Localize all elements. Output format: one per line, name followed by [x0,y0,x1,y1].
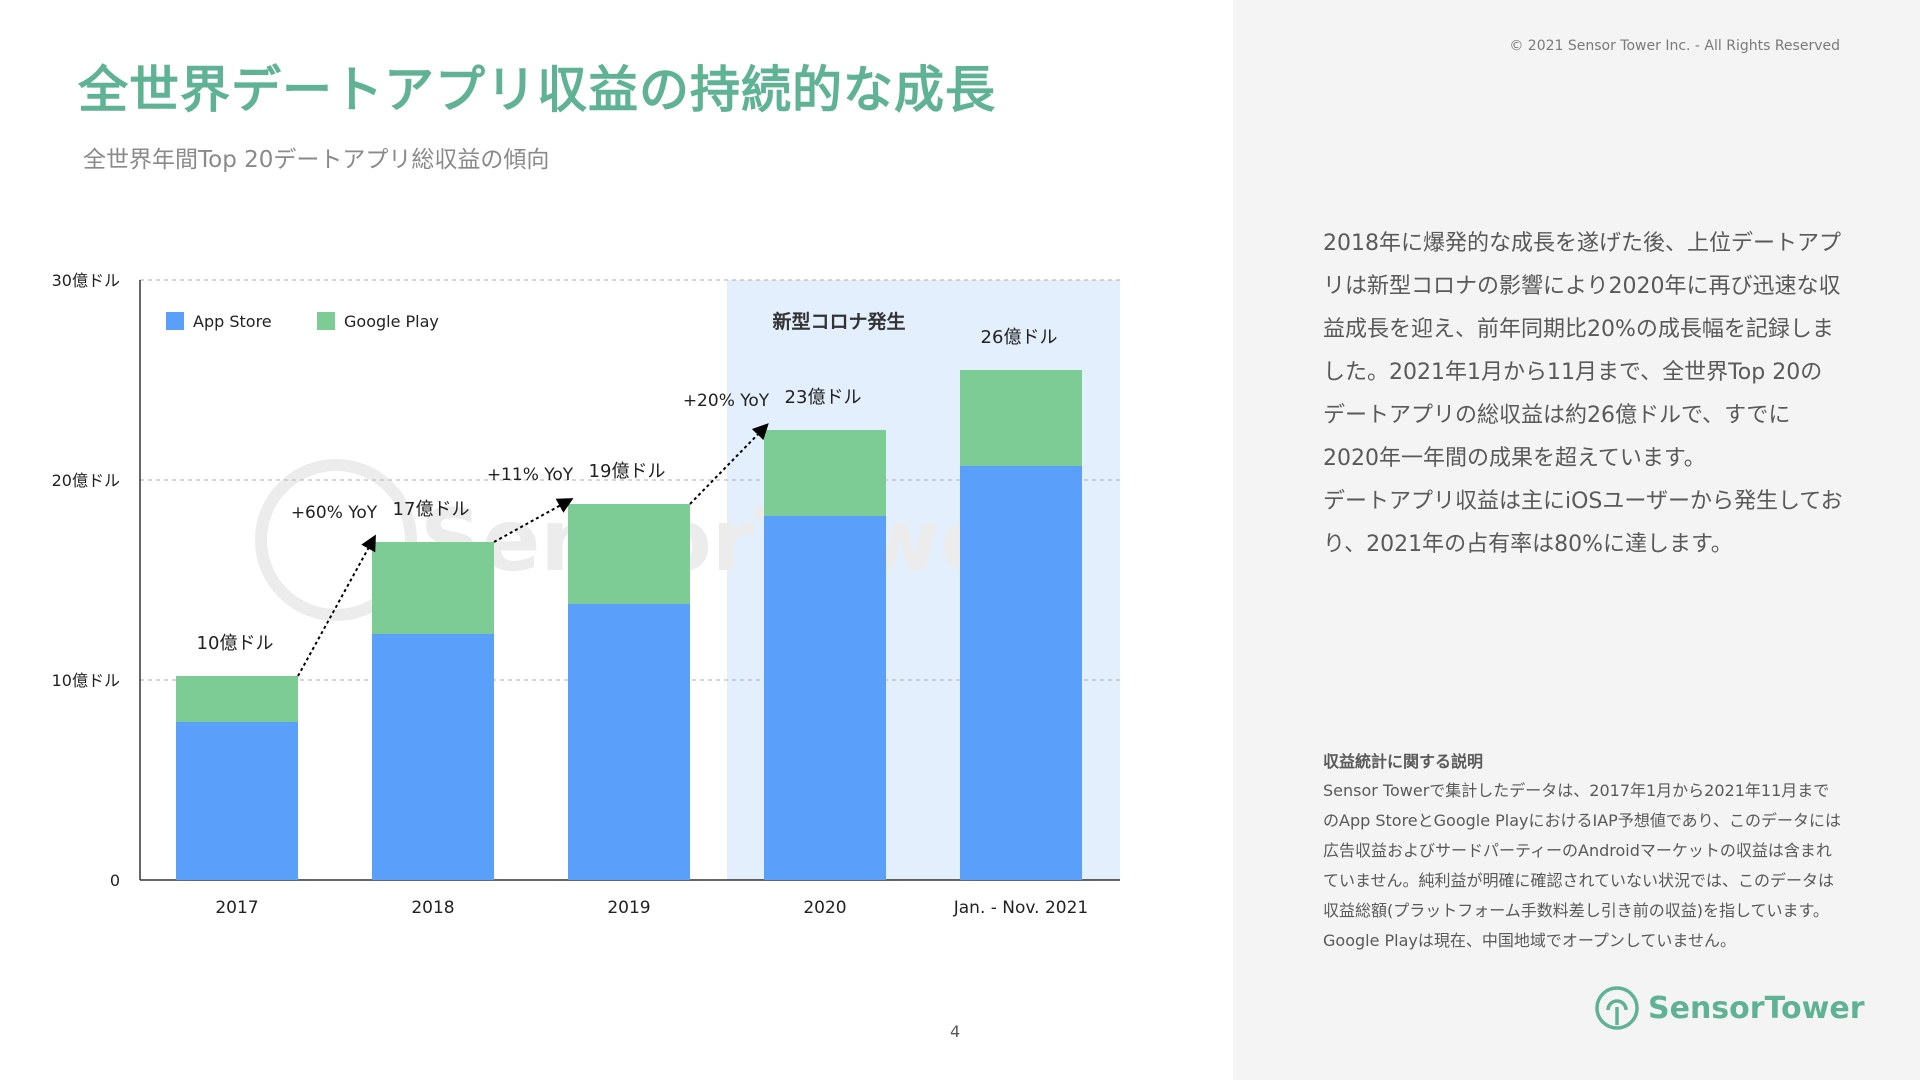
bar-app-store [176,722,298,880]
bar-google-play [960,370,1082,466]
summary-paragraph: デートアプリ収益は主にiOSユーザーから発生しており、2021年の占有率は80%… [1323,489,1843,557]
watermark-icon [255,459,417,621]
y-tick-label: 30億ドル [52,271,120,290]
page-title: 全世界デートアプリ収益の持続的な成長 [78,61,996,119]
revenue-chart: 新型コロナ発生 SensorTower 0 10億ドル 20億ドル 30億ドル 2017 10… [52,271,1120,918]
watermark-text: SensorTower [420,491,1041,591]
bar-total-label: 17億ドル [393,499,470,520]
x-tick-label: 2019 [607,898,650,918]
sensor-tower-logo-icon [1595,986,1639,1030]
yoy-arrow [297,534,376,677]
yoy-label: +60% YoY [291,503,378,523]
bar-app-store [372,634,494,880]
revenue-note: 収益統計に関する説明 Sensor Towerで集計したデータは、2017年1月… [1323,748,1843,956]
yoy-arrow [493,498,574,543]
highlight-label: 新型コロナ発生 [772,310,905,333]
y-tick-label: 20億ドル [52,471,120,490]
yoy-arrow [689,423,769,505]
bar-google-play [372,542,494,634]
bar-google-play [764,430,886,516]
yoy-label: +20% YoY [683,391,770,411]
bar-google-play [176,676,298,722]
right-panel [1233,0,1920,1080]
sensor-tower-logo: SensorTower [1594,985,1865,1031]
yoy-label: +11% YoY [487,465,574,485]
bar-app-store [764,516,886,880]
bar-app-store [960,466,1082,880]
legend-label: App Store [193,312,272,331]
y-tick-label: 0 [110,871,120,890]
bar-total-label: 23億ドル [785,387,862,408]
bar-app-store [568,604,690,880]
x-tick-label: 2017 [215,898,258,918]
page-number: 4 [950,1022,961,1041]
page-subtitle: 全世界年間Top 20デートアプリ総収益の傾向 [83,147,550,173]
legend-label: Google Play [344,312,439,331]
copyright-notice: © 2021 Sensor Tower Inc. - All Rights Re… [1509,38,1840,54]
note-title: 収益統計に関する説明 [1323,752,1484,771]
legend-swatch [317,312,335,330]
bar-google-play [568,504,690,604]
bar-total-label: 10億ドル [197,633,274,654]
note-body: Sensor Towerで集計したデータは、2017年1月から2021年11月ま… [1323,781,1842,950]
logo-text: SensorTower [1648,990,1865,1026]
y-tick-label: 10億ドル [52,671,120,690]
x-tick-label: Jan. - Nov. 2021 [953,898,1088,918]
bar-total-label: 19億ドル [589,461,666,482]
bar-total-label: 26億ドル [981,327,1058,348]
x-tick-label: 2018 [411,898,454,918]
summary-text: 2018年に爆発的な成長を遂げた後、上位デートアプリは新型コロナの影響により20… [1323,222,1843,566]
x-tick-label: 2020 [803,898,846,918]
summary-paragraph: 2018年に爆発的な成長を遂げた後、上位デートアプリは新型コロナの影響により20… [1323,231,1841,471]
legend-swatch [166,312,184,330]
